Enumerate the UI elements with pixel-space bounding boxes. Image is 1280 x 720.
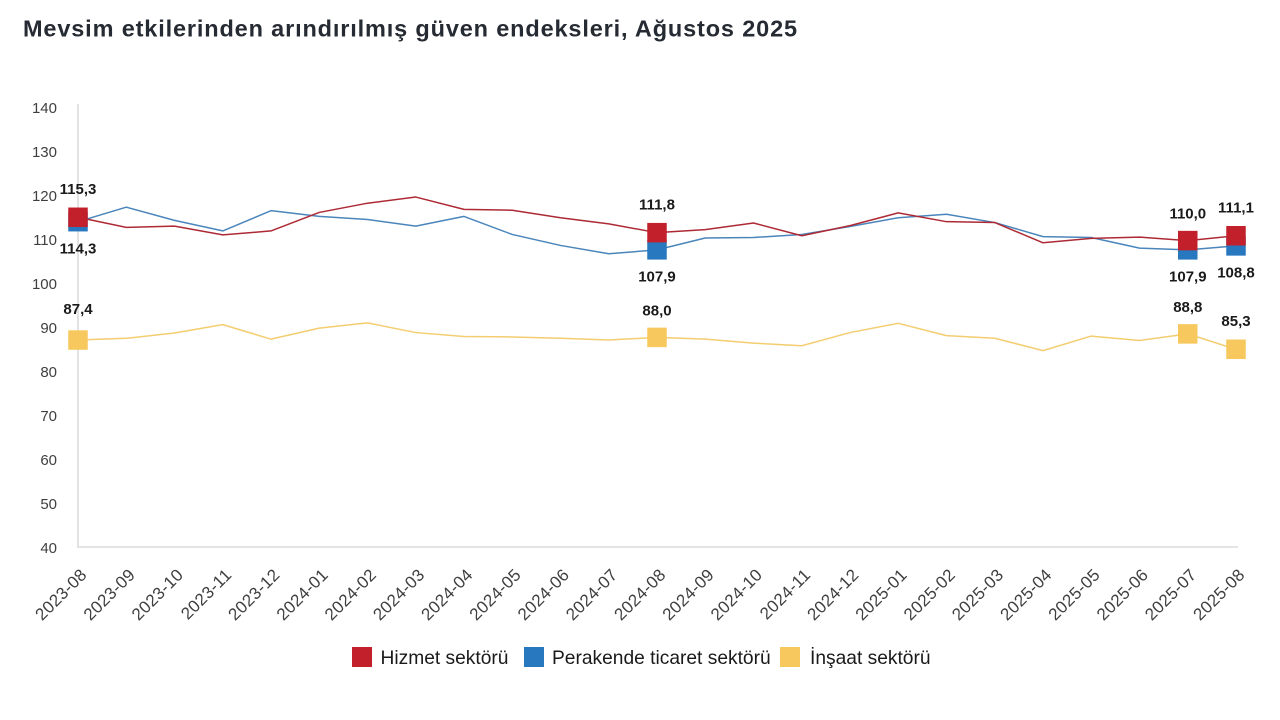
svg-text:108,8: 108,8 — [1217, 265, 1255, 282]
svg-text:130: 130 — [32, 144, 57, 161]
svg-text:40: 40 — [40, 540, 57, 557]
svg-text:111,1: 111,1 — [1218, 200, 1254, 217]
svg-text:107,9: 107,9 — [1169, 269, 1207, 286]
svg-text:88,0: 88,0 — [642, 303, 671, 320]
svg-text:114,3: 114,3 — [60, 240, 97, 257]
svg-text:İnşaat sektörü: İnşaat sektörü — [810, 648, 931, 669]
svg-text:111,8: 111,8 — [639, 196, 675, 213]
svg-text:107,9: 107,9 — [638, 269, 676, 286]
svg-text:120: 120 — [32, 188, 57, 205]
svg-text:90: 90 — [40, 320, 57, 337]
svg-text:140: 140 — [32, 100, 57, 117]
svg-text:70: 70 — [40, 408, 57, 425]
svg-text:Mevsim etkilerinden arındırılm: Mevsim etkilerinden arındırılmış güven e… — [23, 16, 798, 42]
svg-text:110,0: 110,0 — [1169, 205, 1206, 222]
svg-text:115,3: 115,3 — [60, 181, 97, 198]
svg-text:88,8: 88,8 — [1173, 299, 1202, 316]
svg-text:85,3: 85,3 — [1221, 313, 1250, 330]
svg-text:110: 110 — [33, 232, 57, 249]
svg-text:Hizmet sektörü: Hizmet sektörü — [381, 648, 509, 669]
svg-text:60: 60 — [40, 452, 57, 469]
svg-text:87,4: 87,4 — [63, 301, 93, 318]
svg-text:50: 50 — [40, 496, 57, 513]
svg-text:100: 100 — [32, 276, 57, 293]
svg-text:Perakende ticaret sektörü: Perakende ticaret sektörü — [552, 648, 771, 669]
svg-text:80: 80 — [40, 364, 57, 381]
